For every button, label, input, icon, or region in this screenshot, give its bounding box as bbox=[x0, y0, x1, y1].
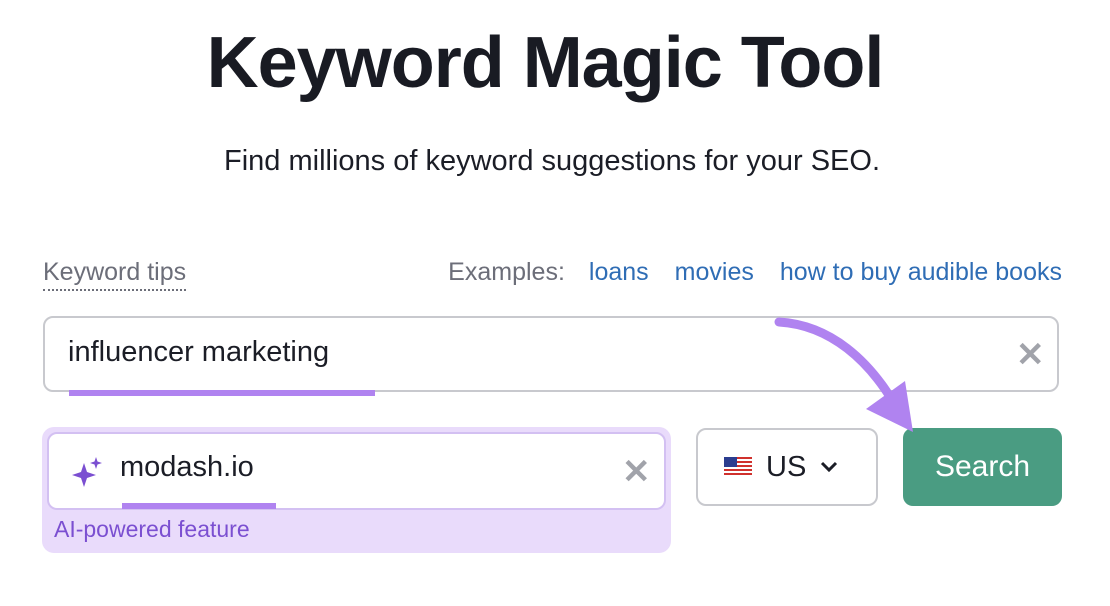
example-link-audible[interactable]: how to buy audible books bbox=[779, 258, 1062, 286]
ai-feature-note: AI-powered feature bbox=[54, 516, 250, 542]
us-flag-icon bbox=[724, 457, 752, 477]
domain-highlight-underline bbox=[122, 503, 276, 509]
example-link-movies[interactable]: movies bbox=[674, 258, 754, 286]
page-subtitle: Find millions of keyword suggestions for… bbox=[224, 145, 880, 177]
page-title: Keyword Magic Tool bbox=[206, 23, 885, 103]
keyword-tips-link[interactable]: Keyword tips bbox=[43, 258, 187, 291]
sparkles-icon bbox=[72, 457, 102, 487]
chevron-down-icon bbox=[821, 461, 838, 473]
close-icon[interactable]: ✕ bbox=[1016, 336, 1045, 374]
example-link-loans[interactable]: loans bbox=[588, 258, 649, 286]
keyword-input-value: influencer marketing bbox=[68, 336, 330, 368]
search-button[interactable]: Search bbox=[903, 428, 1062, 506]
country-code: US bbox=[766, 450, 807, 483]
domain-input[interactable] bbox=[47, 432, 666, 510]
keyword-input[interactable] bbox=[43, 316, 1059, 392]
keyword-highlight-underline bbox=[69, 390, 375, 396]
examples: Examples: loans movies how to buy audibl… bbox=[448, 258, 1062, 287]
close-icon[interactable]: ✕ bbox=[622, 453, 651, 491]
country-select[interactable]: US bbox=[696, 428, 878, 506]
domain-input-value: modash.io bbox=[120, 451, 254, 483]
examples-label: Examples: bbox=[448, 258, 565, 286]
